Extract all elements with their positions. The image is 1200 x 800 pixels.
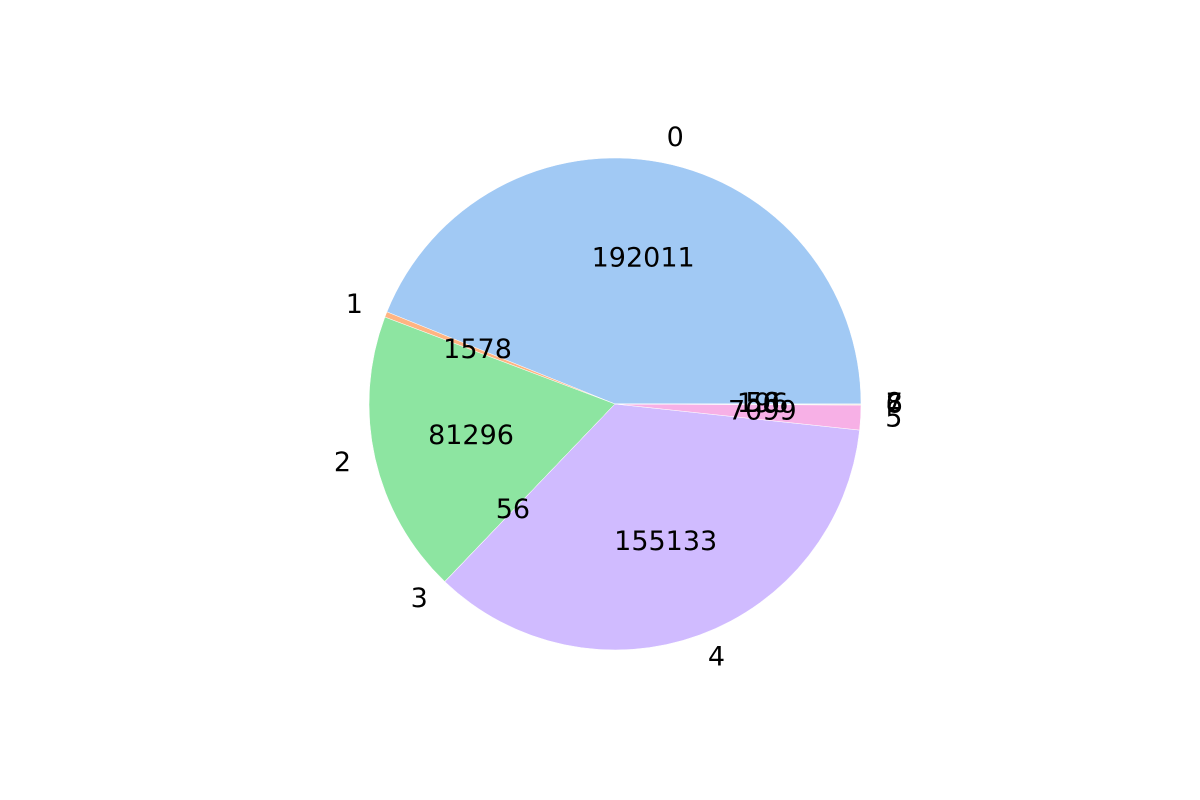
slice-value-label-7: 56 [745, 388, 779, 419]
slice-value-label-6: 196 [737, 388, 789, 419]
slice-label-6: 6 [886, 388, 903, 419]
slice-label-1: 1 [346, 289, 363, 320]
slice-value-label-5: 7099 [728, 396, 797, 427]
slice-value-label-4: 155133 [614, 526, 717, 557]
slice-label-8: 8 [886, 388, 903, 419]
slice-value-label-1: 1578 [443, 334, 512, 365]
slice-label-3: 3 [411, 583, 428, 614]
slice-label-0: 0 [667, 122, 684, 153]
slice-value-label-2: 81296 [428, 420, 514, 451]
slice-label-7: 7 [886, 388, 903, 419]
pie-slice-0 [386, 157, 862, 405]
slice-label-5: 5 [885, 402, 902, 433]
slice-value-label-3: 56 [496, 494, 530, 525]
pie-slice-4 [444, 403, 860, 651]
slice-value-label-0: 192011 [592, 243, 695, 274]
slice-label-4: 4 [708, 642, 725, 673]
slice-value-label-8: 50 [745, 388, 779, 419]
slice-label-2: 2 [334, 447, 351, 478]
pie-slice-2 [368, 316, 616, 582]
pie-slices [368, 157, 862, 651]
pie-labels: 0 192011 1 1578 2 81296 3 56 4 155133 5 7099 6 196 7 56… [334, 122, 903, 673]
